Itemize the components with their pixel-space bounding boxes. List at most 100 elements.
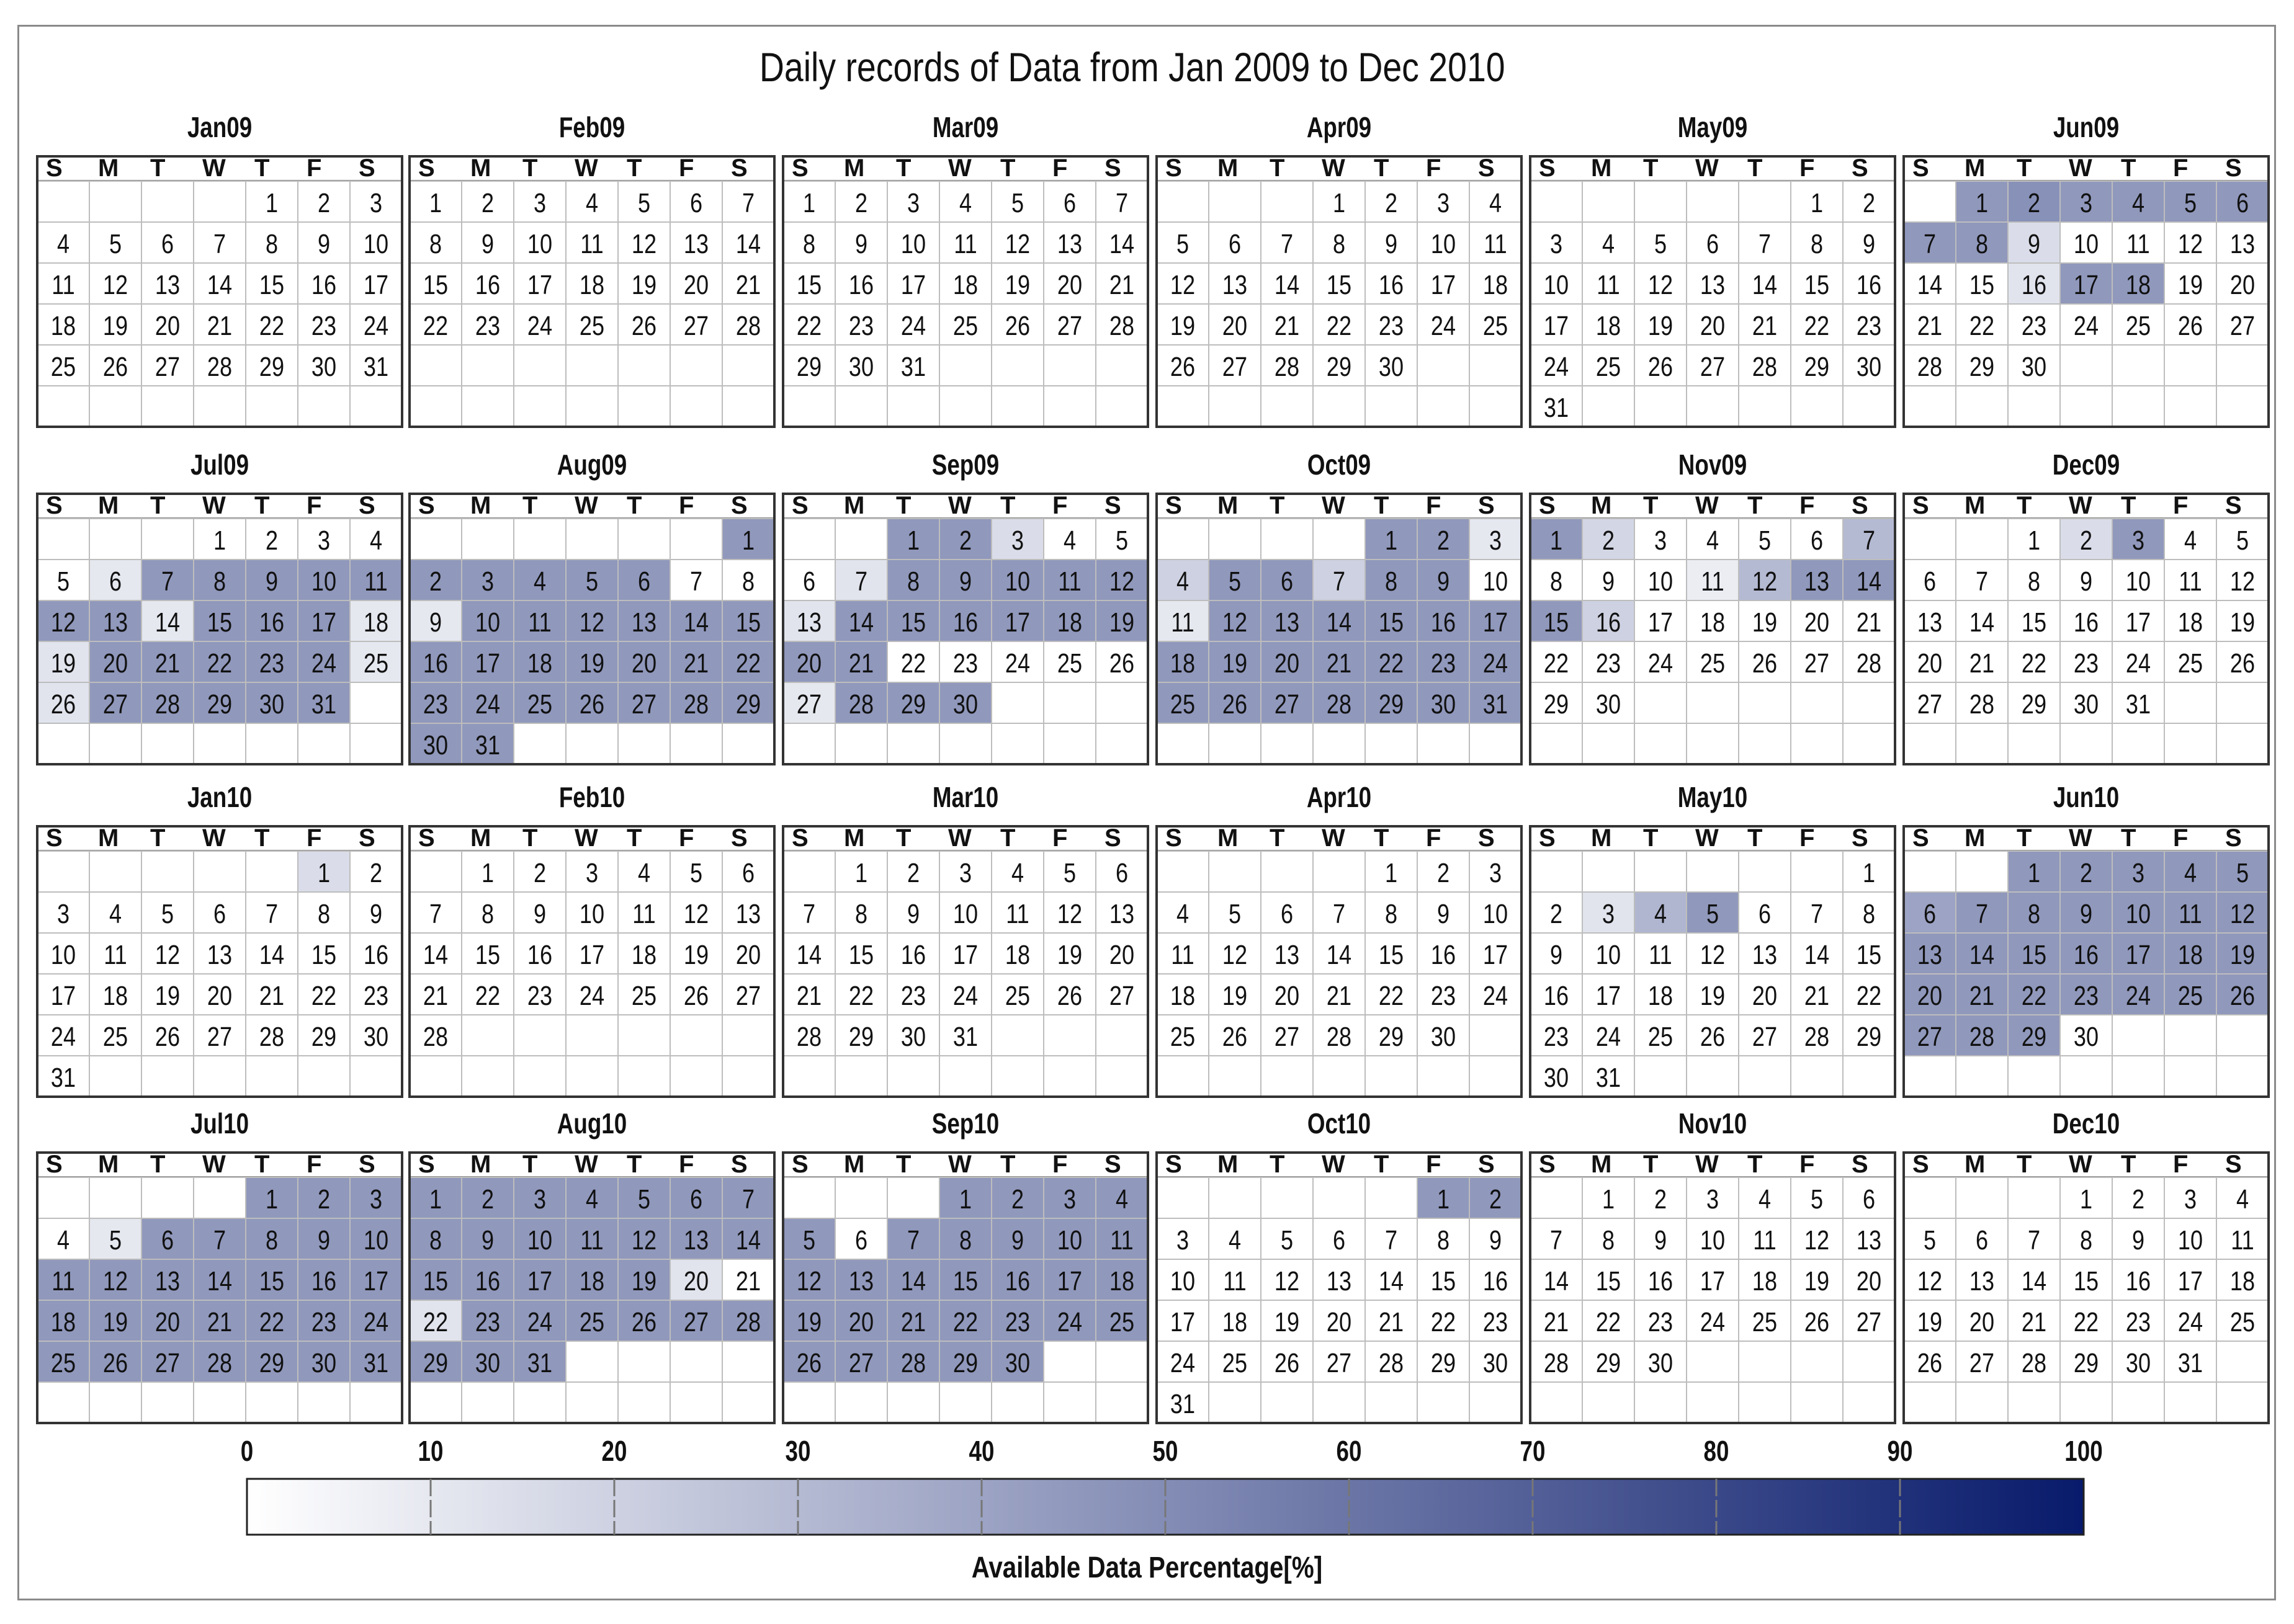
day-cell (1043, 723, 1096, 765)
day-cell (722, 1014, 775, 1056)
day-number: 4 (57, 1225, 69, 1256)
day-cell (1312, 1177, 1366, 1219)
day-number: 3 (1550, 229, 1562, 259)
day-cell (2112, 932, 2165, 975)
day-cell (1955, 1055, 2009, 1097)
day-number: 9 (907, 899, 920, 929)
day-number: 7 (2028, 1225, 2040, 1256)
day-cell (1260, 518, 1314, 560)
day-cell (1312, 518, 1366, 560)
chart-title: Daily records of Data from Jan 2009 to D… (759, 44, 1505, 90)
day-cell (1260, 850, 1314, 893)
day-number: 19 (684, 940, 709, 970)
day-cell (2007, 1381, 2061, 1424)
day-cell (297, 1014, 351, 1056)
day-number: 2 (266, 525, 278, 556)
day-cell (1156, 600, 1209, 642)
day-number: 15 (736, 607, 761, 638)
day-cell (1842, 1259, 1896, 1301)
weekday-header: T (627, 1151, 642, 1178)
day-number: 18 (1005, 940, 1030, 970)
weekday-header: S (46, 492, 63, 519)
weekday-header: S (418, 154, 435, 182)
day-cell (89, 1300, 142, 1342)
day-number: 15 (1969, 270, 1994, 300)
day-number: 23 (2126, 1307, 2151, 1337)
day-cell (1530, 303, 1583, 346)
day-cell (1208, 891, 1261, 934)
day-number: 22 (1379, 648, 1404, 679)
day-number: 28 (1379, 1348, 1404, 1378)
weekday-header: S (2225, 1151, 2242, 1178)
day-cell (141, 221, 194, 264)
day-number: 20 (1109, 940, 1134, 970)
day-number: 16 (849, 270, 874, 300)
month-label: Oct09 (1307, 448, 1371, 481)
day-cell (1417, 1055, 1470, 1097)
day-cell (1095, 221, 1149, 264)
day-number: 15 (901, 607, 926, 638)
day-cell (1582, 973, 1635, 1015)
day-number: 11 (1701, 566, 1724, 597)
weekday-header: T (1643, 154, 1658, 182)
day-number: 15 (849, 940, 874, 970)
weekday-header: M (1591, 824, 1611, 852)
day-cell (991, 221, 1044, 264)
day-number: 7 (213, 229, 226, 259)
day-number: 30 (1857, 352, 1881, 382)
day-number: 1 (855, 858, 867, 888)
day-number: 21 (1379, 1307, 1404, 1337)
day-number: 28 (1752, 352, 1777, 382)
day-cell (1738, 1177, 1791, 1219)
day-cell (2164, 1300, 2217, 1342)
day-cell (193, 262, 246, 305)
day-cell (1417, 1259, 1470, 1301)
day-cell (2059, 850, 2113, 893)
weekday-header: M (844, 154, 864, 182)
day-number: 16 (1005, 1266, 1030, 1296)
day-number: 31 (51, 1063, 76, 1093)
day-number: 24 (364, 311, 388, 341)
day-number: 26 (1057, 981, 1082, 1011)
day-cell (670, 973, 723, 1015)
day-cell (1530, 181, 1583, 223)
day-number: 17 (1544, 311, 1569, 341)
day-number: 13 (1109, 899, 1134, 929)
day-number: 3 (370, 188, 382, 218)
colorbar-label: Available Data Percentage[%] (971, 1551, 1323, 1584)
day-number: 2 (429, 566, 442, 597)
weekday-header: M (1217, 154, 1238, 182)
day-cell (297, 385, 351, 427)
day-number: 10 (364, 1225, 388, 1256)
day-number: 7 (1924, 229, 1936, 259)
weekday-header: M (1591, 154, 1611, 182)
day-number: 21 (259, 981, 284, 1011)
day-number: 6 (1229, 229, 1241, 259)
day-cell (1095, 181, 1149, 223)
day-cell (2112, 559, 2165, 601)
weekday-header: S (1165, 154, 1182, 182)
day-cell (89, 518, 142, 560)
day-number: 27 (155, 1348, 180, 1378)
day-number: 2 (318, 1184, 330, 1215)
day-cell (1208, 559, 1261, 601)
day-number: 3 (907, 188, 920, 218)
day-cell (141, 1177, 194, 1219)
day-number: 19 (1700, 981, 1725, 1011)
day-cell (245, 850, 298, 893)
day-cell (349, 1055, 403, 1097)
weekday-header: T (1374, 492, 1389, 519)
day-number: 31 (901, 352, 926, 382)
day-cell (2164, 1381, 2217, 1424)
day-cell (297, 973, 351, 1015)
weekday-header: W (1322, 824, 1345, 852)
day-number: 18 (1057, 607, 1082, 638)
day-cell (1790, 385, 1844, 427)
day-cell (1530, 1177, 1583, 1219)
day-cell (2059, 1218, 2113, 1260)
day-cell (37, 850, 90, 893)
day-number: 9 (2132, 1225, 2144, 1256)
day-number: 20 (207, 981, 232, 1011)
day-number: 10 (1483, 566, 1508, 597)
